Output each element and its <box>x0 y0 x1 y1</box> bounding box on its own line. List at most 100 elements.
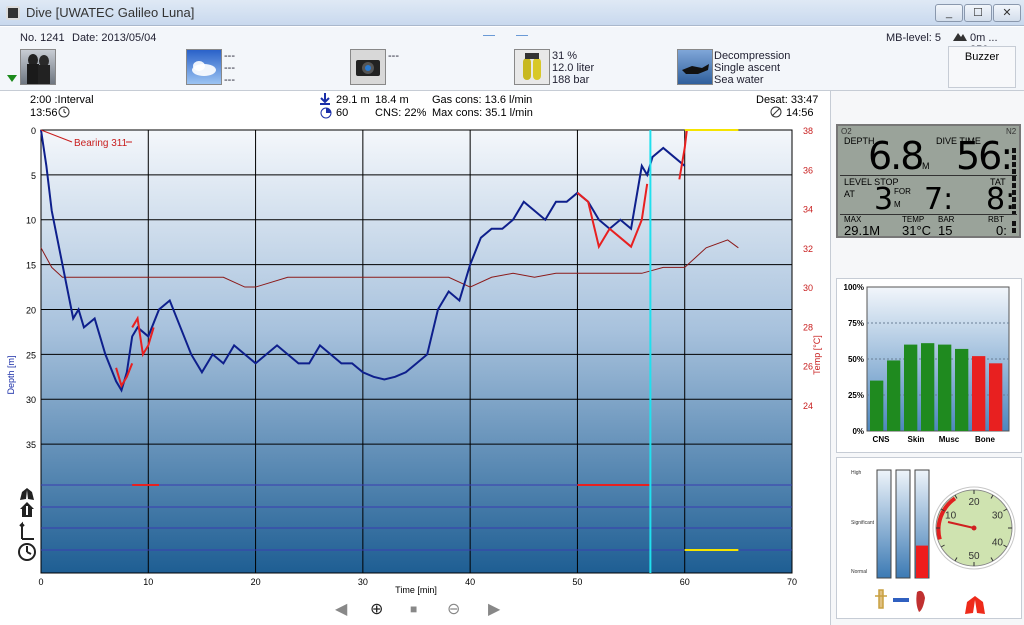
lcd-depth-unit: M <box>922 161 930 171</box>
desat-time: Desat: 33:47 <box>756 94 819 106</box>
gauge-fill <box>916 545 928 578</box>
exit-time: 14:56 <box>786 107 814 119</box>
divider-mark <box>516 35 528 36</box>
zoom-out-icon[interactable]: ⊖ <box>447 601 461 618</box>
lcd-temp: 31°C <box>902 223 932 238</box>
tank-icon <box>523 53 541 80</box>
lcd-n2-label: N2 <box>1006 127 1017 136</box>
dive-info-bar: No. 1241 Date: 2013/05/04 --- --- --- --… <box>0 27 1024 91</box>
y-axis-label: Depth [m] <box>6 355 16 394</box>
divider-mark <box>483 35 495 36</box>
dial-tick-mark <box>1003 544 1008 548</box>
surface-interval: 2:00 :Interval <box>30 94 94 106</box>
divers-photo[interactable] <box>20 49 56 85</box>
x-tick-label: 20 <box>251 577 261 587</box>
gas-consumption: Gas cons: 13.6 l/min <box>432 94 533 106</box>
buzzer-label: Buzzer <box>964 51 1000 63</box>
dive-duration: 60 <box>336 107 349 119</box>
tissue-category-label: CNS <box>873 435 891 444</box>
dial-tick-mark <box>990 494 994 499</box>
dial-red-zone <box>936 496 957 540</box>
lcd-depth: 6.8 <box>868 134 924 178</box>
lcd-rbt-label: RBT <box>988 215 1004 224</box>
tissue-y-tick: 0% <box>852 427 864 436</box>
x-tick-label: 40 <box>465 577 475 587</box>
y2-tick-label: 32 <box>803 244 813 254</box>
dial-tick-label: 50 <box>968 551 980 562</box>
temperature-line <box>40 239 739 288</box>
dive-stats: 2:00 :Interval 13:56 29.1 m 18.4 m 60 CN… <box>0 91 830 125</box>
minimize-button[interactable]: _ <box>935 4 963 22</box>
tank-pressure: 188 bar <box>552 74 590 86</box>
y2-tick-label: 30 <box>803 283 813 293</box>
prev-icon[interactable]: ◀ <box>335 601 348 618</box>
dial-tick-mark <box>990 557 994 562</box>
tank-photo[interactable] <box>514 49 550 85</box>
camera-photo[interactable] <box>350 49 386 85</box>
dial-tick-label: 20 <box>968 497 980 508</box>
zoom-in-icon[interactable]: ⊕ <box>370 601 384 618</box>
y-tick-label: 0 <box>31 126 36 136</box>
dive-type-photo[interactable] <box>677 49 713 85</box>
dial-tick-label: 10 <box>945 511 957 522</box>
lcd-for: FOR <box>894 187 911 196</box>
dial-tick-mark <box>954 494 958 499</box>
timer-icon <box>18 543 36 561</box>
max-consumption: Max cons: 35.1 l/min <box>432 107 533 119</box>
tissue-y-tick: 100% <box>844 283 864 292</box>
next-icon[interactable]: ▶ <box>488 601 501 618</box>
lcd-bar-label: BAR <box>938 215 955 224</box>
lcd-level-stop: LEVEL STOP <box>844 177 899 187</box>
y-tick-label: 5 <box>31 171 36 181</box>
weather-line-3: --- <box>224 74 235 86</box>
buzzer-button[interactable]: Buzzer <box>948 46 1016 88</box>
divers-icon <box>27 54 50 84</box>
ascent-icon <box>19 521 34 540</box>
y-tick-label: 15 <box>26 261 36 271</box>
x-tick-label: 50 <box>572 577 582 587</box>
tissue-bar <box>887 360 901 431</box>
warning-segment <box>115 362 134 389</box>
max-depth: 29.1 m <box>336 94 370 106</box>
plot-area <box>40 129 793 574</box>
heart-icon <box>916 590 925 612</box>
lcd-o2-label: O2 <box>841 127 852 136</box>
stop-icon[interactable]: ■ <box>410 602 418 616</box>
lcd-stop-time: 7: <box>924 182 954 217</box>
cns-value: CNS: 22% <box>375 107 427 119</box>
bearing-line <box>40 129 73 143</box>
mountain-icon <box>953 33 967 41</box>
y2-axis-label: Temp [°C] <box>812 335 822 375</box>
dial-hub <box>971 525 977 531</box>
dial-needle <box>947 521 975 529</box>
tissue-y-tick: 50% <box>848 355 864 364</box>
lcd-at: AT <box>844 189 855 199</box>
maximize-button[interactable]: ☐ <box>964 4 992 22</box>
camera-icon <box>356 60 380 76</box>
dive-type-line-1: Decompression <box>714 50 791 62</box>
close-button[interactable]: ✕ <box>993 4 1021 22</box>
mb-level: MB-level: 5 <box>886 32 942 44</box>
dial-tick-mark <box>1003 508 1008 512</box>
lcd-bar: 15 <box>938 223 953 238</box>
dropdown-arrow-icon[interactable] <box>7 75 17 82</box>
diver-icon <box>682 64 709 74</box>
gauge-bar <box>895 469 911 579</box>
dial-tick-label: 30 <box>992 511 1004 522</box>
dial-tick-mark <box>940 508 945 512</box>
bearing-annotation: Bearing 311 <box>74 138 128 149</box>
lcd-stop-depth: 3 <box>874 182 894 217</box>
x-tick-label: 70 <box>787 577 797 587</box>
tissue-bar <box>921 343 935 431</box>
tissue-category-label: Bone <box>975 435 996 444</box>
weather-info: --- --- --- <box>224 50 235 86</box>
max-depth-icon <box>320 93 330 105</box>
dive-profile-chart[interactable]: 0 10 20 30 40 50 60 70 0 5 10 15 20 25 30 35 24 26 28 30 32 3… <box>0 125 830 595</box>
y-tick-label: 30 <box>26 395 36 405</box>
tissue-chart: 100% 75% 50% 25% 0% CNS Skin Musc Bone <box>844 283 1010 444</box>
dive-profile-svg[interactable]: 0 10 20 30 40 50 60 70 0 5 10 15 20 25 30 35 24 26 28 30 32 3… <box>0 125 830 595</box>
weather-photo[interactable] <box>186 49 222 85</box>
lcd-max-label: MAX <box>844 215 862 224</box>
house-up-icon <box>20 502 34 517</box>
lcd-dive-time: 56: <box>956 134 1013 178</box>
